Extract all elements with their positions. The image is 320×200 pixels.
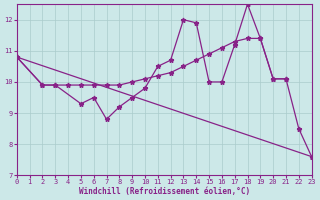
X-axis label: Windchill (Refroidissement éolien,°C): Windchill (Refroidissement éolien,°C): [79, 187, 250, 196]
